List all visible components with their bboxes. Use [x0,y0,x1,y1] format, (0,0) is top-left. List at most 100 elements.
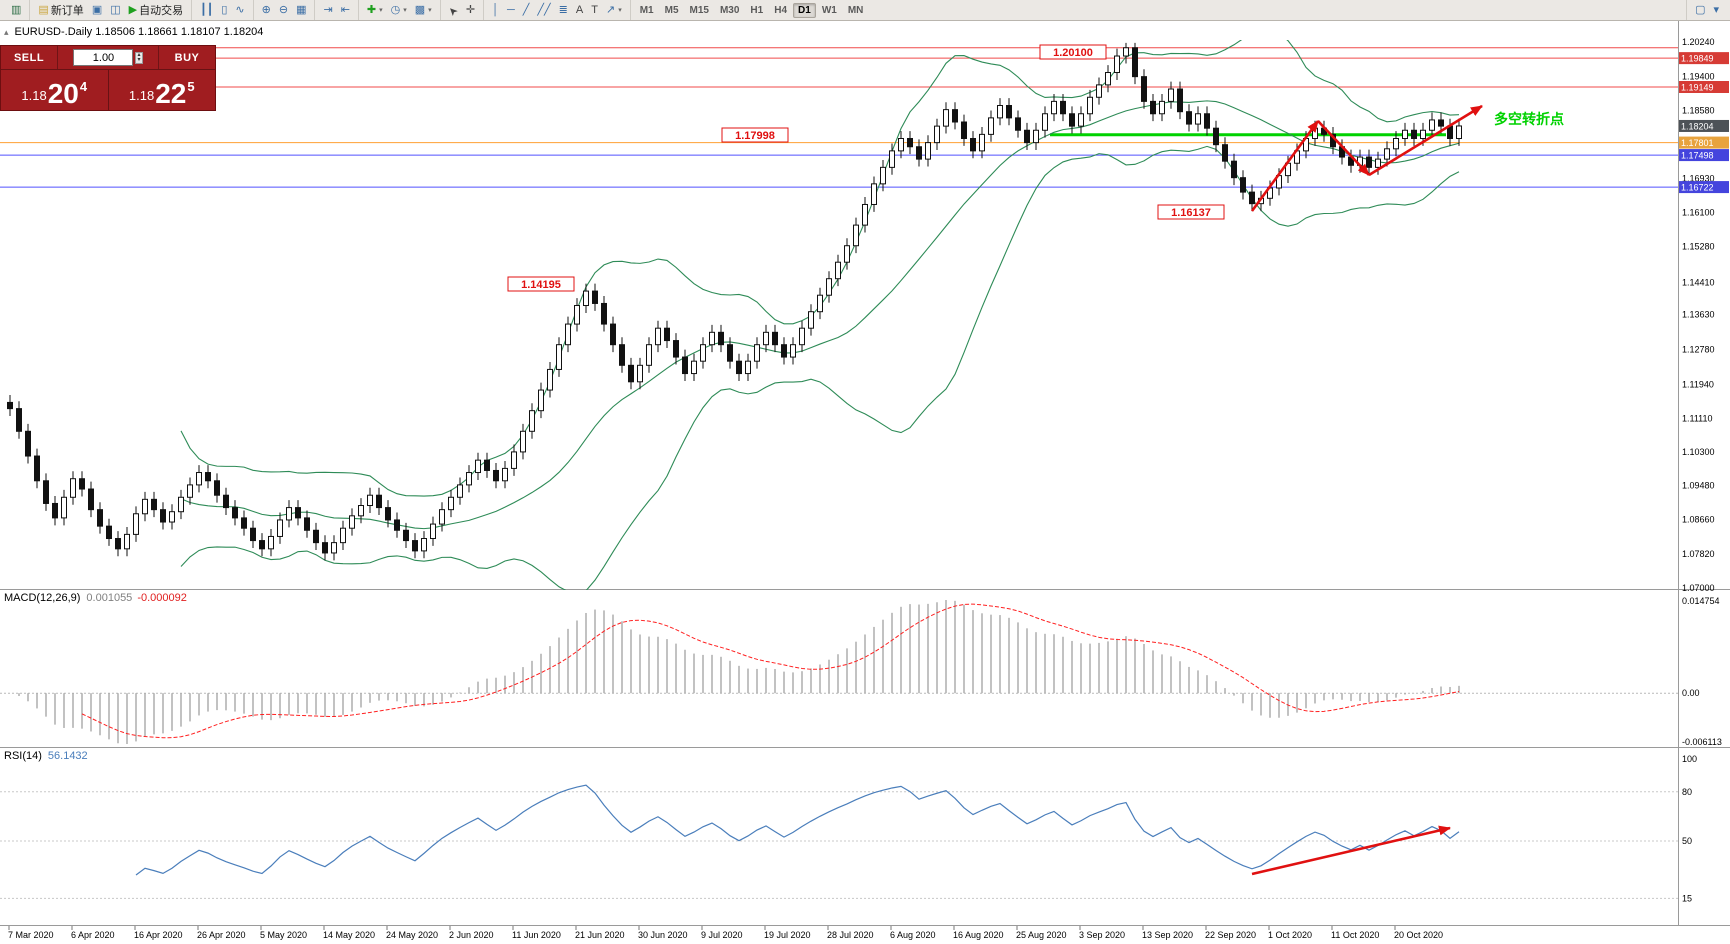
auto-scroll-button[interactable]: ⇥ [319,0,336,20]
trendline-button[interactable]: ╱ [519,0,534,20]
periods-button[interactable]: ◷ ▾ [387,0,411,20]
new-chart-button[interactable]: ▥ [7,0,25,20]
svg-text:26 Apr 2020: 26 Apr 2020 [197,930,246,940]
arrows-tool-button-dropdown-icon[interactable]: ▾ [618,7,622,14]
dock-button[interactable]: ▢ [1691,0,1709,20]
svg-text:1.19400: 1.19400 [1682,72,1715,82]
svg-text:24 May 2020: 24 May 2020 [386,930,438,940]
channel-button[interactable]: ╱╱ [533,0,554,20]
macd-name: MACD(12,26,9) [4,592,81,604]
stepper-down-icon[interactable]: ▾ [137,56,141,63]
toolbar-group-zoom: ⊕ ⊖ ▦ [252,0,315,20]
autotrading-button[interactable]: ▶ 自动交易 [125,0,187,20]
timeframe-m5[interactable]: M5 [664,4,679,16]
volume-stepper[interactable]: ▴ ▾ [135,51,143,64]
indicators-button-dropdown-icon[interactable]: ▾ [379,7,383,14]
toolbar-group-tools: ✚ ▾ ◷ ▾ ▩ ▾ [357,0,440,20]
svg-text:1.17998: 1.17998 [735,130,775,142]
macd-indicator [0,600,1678,744]
text-label-button[interactable]: T [587,0,602,20]
svg-text:1.10300: 1.10300 [1682,447,1715,457]
timeframe-m1[interactable]: M1 [639,4,654,16]
horizontal-line-button[interactable]: ─ [503,0,519,20]
periods-icon: ◷ [390,3,401,16]
channel-icon: ╱╱ [537,3,551,16]
svg-text:1.16137: 1.16137 [1171,207,1211,219]
svg-text:1.15280: 1.15280 [1682,242,1715,252]
timeframe-h4[interactable]: H4 [774,4,788,16]
chart-canvas[interactable]: 1.20100 1.17998 1.16137 1.14195 多空转折点 0.0147… [0,21,1730,944]
sell-button[interactable]: SELL [1,46,58,69]
text-button[interactable]: A [572,0,587,20]
timeframe-m15[interactable]: M15 [689,4,709,16]
macd-label: MACD(12,26,9) 0.001055 -0.000092 [4,592,187,604]
arrows-tool-icon: ↗ [605,3,616,16]
svg-text:6 Apr 2020: 6 Apr 2020 [71,930,115,940]
profiles-icon: ◫ [110,3,121,16]
symbol-ohlc-text: EURUSD-.Daily 1.18506 1.18661 1.18107 1.… [14,26,264,38]
svg-text:1.16930: 1.16930 [1682,174,1715,184]
tile-windows-button[interactable]: ▦ [292,0,310,20]
more-icon: ▾ [1713,3,1719,16]
templates-button[interactable]: ▩ ▾ [411,0,436,20]
rsi-label: RSI(14) 56.1432 [4,750,88,762]
periods-button-dropdown-icon[interactable]: ▾ [403,7,407,14]
trendline-icon: ╱ [522,3,530,16]
svg-text:16 Apr 2020: 16 Apr 2020 [134,930,183,940]
svg-text:1.09480: 1.09480 [1682,481,1715,491]
time-axis[interactable]: 7 Mar 2020 6 Apr 2020 16 Apr 2020 26 Apr 20… [8,926,1443,940]
dock-icon: ▢ [1695,3,1706,16]
indicators-button[interactable]: ✚ ▾ [363,0,387,20]
svg-text:1.20100: 1.20100 [1053,47,1093,59]
svg-text:1.16100: 1.16100 [1682,208,1715,218]
timeframe-d1[interactable]: D1 [793,2,816,18]
price-axis[interactable]: 0.014754 0.00 -0.006113 100 80 50 15 1.20240 1.1… [1679,37,1729,903]
volume-input[interactable] [73,49,134,66]
chart-shift-button[interactable]: ⇤ [337,0,354,20]
timeframe-h1[interactable]: H1 [750,4,764,16]
svg-text:1.08660: 1.08660 [1682,515,1715,525]
profiles-button[interactable]: ◫ [106,0,124,20]
candlestick-button[interactable]: ▯ [217,0,231,20]
chart-area[interactable]: 1.20100 1.17998 1.16137 1.14195 多空转折点 0.0147… [0,21,1730,944]
svg-text:20 Oct 2020: 20 Oct 2020 [1394,930,1443,940]
bid-prefix: 1.18 [21,88,47,103]
svg-text:1.17498: 1.17498 [1681,151,1714,161]
svg-text:25 Aug 2020: 25 Aug 2020 [1016,930,1067,940]
templates-button-dropdown-icon[interactable]: ▾ [428,7,432,14]
crosshair-button[interactable]: ✛ [462,0,479,20]
collapse-arrow-icon[interactable]: ▴ [4,26,9,37]
buy-button[interactable]: BUY [158,46,215,69]
svg-text:1.07820: 1.07820 [1682,549,1715,559]
zoom-out-button[interactable]: ⊖ [275,0,292,20]
bar-chart-button[interactable]: ┃┃ [196,0,217,20]
svg-text:3 Sep 2020: 3 Sep 2020 [1079,930,1125,940]
new-order-icon: ▤ [38,3,49,16]
vertical-line-button[interactable]: │ [488,0,503,20]
new-chart-icon: ▥ [11,3,22,16]
toolbar-group-lines: │ ─ ╱ ╱╱ ≣ A T ↗ ▾ [483,0,630,20]
autotrading-icon: ▶ [128,3,138,16]
cursor-button[interactable]: ➤ [445,0,462,20]
ask-price[interactable]: 1.18 22 5 [109,70,216,110]
timeframe-m30[interactable]: M30 [719,4,740,16]
candlestick-icon: ▯ [221,3,228,16]
bid-price[interactable]: 1.18 20 4 [1,70,108,110]
toolbar-group-chart-type: ┃┃ ▯ ∿ [191,0,253,20]
zoom-in-button[interactable]: ⊕ [258,0,275,20]
line-chart-button[interactable]: ∿ [231,0,248,20]
chart-windows-button[interactable]: ▣ [88,0,106,20]
new-order-button[interactable]: ▤ 新订单 [34,0,87,20]
fibonacci-button[interactable]: ≣ [555,0,572,20]
cursor-icon: ➤ [445,2,461,18]
more-button[interactable]: ▾ [1709,0,1723,20]
svg-text:1.18580: 1.18580 [1682,105,1715,115]
timeframe-w1[interactable]: W1 [821,4,837,16]
line-chart-icon: ∿ [235,3,245,16]
arrows-tool-button[interactable]: ↗ ▾ [602,0,626,20]
svg-text:21 Jun 2020: 21 Jun 2020 [575,930,625,940]
svg-text:16 Aug 2020: 16 Aug 2020 [953,930,1004,940]
stepper-up-icon[interactable]: ▴ [137,51,141,58]
toolbar: ▥ ▤ 新订单 ▣ ◫ ▶ 自动交易 ┃┃ ▯ ∿ ⊕ ⊖ ▦ ⇥ ⇤ ✚ ▾ ◷ ▾ ▩ ▾ ➤ ✛ │ ─ ╱ ╱╱ ≣ A T ↗ ▾ M… [0,0,1730,21]
timeframe-mn[interactable]: MN [847,4,864,16]
